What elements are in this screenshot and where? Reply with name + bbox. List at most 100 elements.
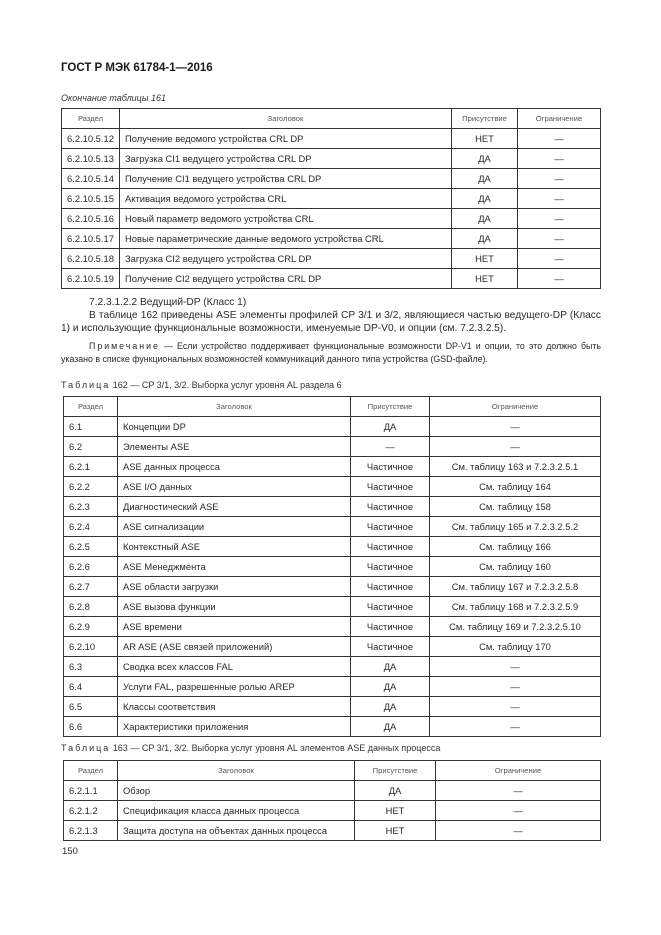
- section-cell: 6.2.9: [63, 616, 118, 637]
- section-cell: 6.2: [63, 436, 118, 457]
- restriction-cell: —: [435, 800, 601, 821]
- table-row: 6.2.7 ASE области загрузки Частичное См. та…: [63, 576, 601, 597]
- table-row: 6.2.6 ASE Менеджмента Частичное См. таблицу…: [63, 556, 601, 577]
- table-row: 6.2.10.5.18 Загрузка CI2 ведущего устройс…: [61, 248, 601, 269]
- section-cell: 6.2.10.5.16: [61, 208, 120, 229]
- restriction-cell: —: [517, 208, 601, 229]
- table-row: 6.2.10.5.19 Получение CI2 ведущего устрой…: [61, 268, 601, 289]
- header-row: Раздел Заголовок Присутствие Ограничение: [61, 108, 601, 129]
- title-cell: Диагностический ASE: [117, 496, 351, 517]
- column-header: Заголовок: [117, 760, 355, 781]
- restriction-cell: —: [429, 436, 601, 457]
- section-cell: 6.2.10.5.13: [61, 148, 120, 169]
- restriction-cell: —: [429, 416, 601, 437]
- title-cell: Загрузка CI1 ведущего устройства CRL DP: [119, 148, 452, 169]
- title-cell: Концепции DP: [117, 416, 351, 437]
- table-row: 6.3 Сводка всех классов FAL ДА —: [63, 656, 601, 677]
- section-cell: 6.2.10.5.19: [61, 268, 120, 289]
- table-row: 6.2.5 Контекстный ASE Частичное См. таблицу…: [63, 536, 601, 557]
- presence-cell: НЕТ: [451, 268, 518, 289]
- title-cell: Элементы ASE: [117, 436, 351, 457]
- presence-cell: ДА: [350, 716, 430, 737]
- table-row: 6.2.10.5.12 Получение ведомого устройства…: [61, 128, 601, 149]
- section-cell: 6.2.8: [63, 596, 118, 617]
- title-cell: Новые параметрические данные ведомого ус…: [119, 228, 452, 249]
- restriction-cell: См. таблицу 160: [429, 556, 601, 577]
- restriction-cell: —: [517, 248, 601, 269]
- caption-text: 163 — CP 3/1, 3/2. Выборка услуг уровня …: [110, 743, 441, 753]
- document-title: ГОСТ Р МЭК 61784-1—2016: [61, 62, 213, 74]
- caption-text: 162 — CP 3/1, 3/2. Выборка услуг уровня …: [110, 380, 342, 390]
- table-row: 6.2.1.1 Обзор ДА —: [63, 780, 601, 801]
- table-row: 6.6 Характеристики приложения ДА —: [63, 716, 601, 737]
- column-header: Присутствие: [350, 396, 430, 417]
- section-cell: 6.2.4: [63, 516, 118, 537]
- table-row: 6.2.4 ASE сигнализации Частичное См. таблиц…: [63, 516, 601, 537]
- table-row: 6.4 Услуги FAL, разрешенные ролью AREP ДА —: [63, 676, 601, 697]
- table-row: 6.2.2 ASE I/O данных Частичное См. таблицу …: [63, 476, 601, 497]
- title-cell: Получение ведомого устройства CRL DP: [119, 128, 452, 149]
- presence-cell: ДА: [350, 696, 430, 717]
- table-161-caption: Окончание таблицы 161: [61, 93, 166, 103]
- title-cell: Обзор: [117, 780, 355, 801]
- title-cell: Характеристики приложения: [117, 716, 351, 737]
- table-row: 6.2 Элементы ASE — —: [63, 436, 601, 457]
- page-number: 150: [62, 846, 78, 857]
- presence-cell: ДА: [451, 168, 518, 189]
- note: Примечание — Если устройство поддерживае…: [61, 340, 601, 366]
- section-cell: 6.2.10.5.15: [61, 188, 120, 209]
- presence-cell: ДА: [350, 656, 430, 677]
- title-cell: Новый параметр ведомого устройства CRL: [119, 208, 452, 229]
- restriction-cell: —: [429, 676, 601, 697]
- table-row: 6.1 Концепции DP ДА —: [63, 416, 601, 437]
- presence-cell: Частичное: [350, 616, 430, 637]
- note-text: — Если устройство поддерживает функциона…: [61, 341, 601, 364]
- restriction-cell: —: [517, 228, 601, 249]
- table-row: 6.2.10.5.16 Новый параметр ведомого устро…: [61, 208, 601, 229]
- section-paragraph: В таблице 162 приведены ASE элементы про…: [61, 310, 601, 334]
- restriction-cell: См. таблицу 163 и 7.2.3.2.5.1: [429, 456, 601, 477]
- header-row: Раздел Заголовок Присутствие Ограничение: [63, 760, 601, 781]
- column-header: Заголовок: [117, 396, 351, 417]
- column-header: Раздел: [63, 760, 118, 781]
- title-cell: Услуги FAL, разрешенные ролью AREP: [117, 676, 351, 697]
- presence-cell: НЕТ: [451, 248, 518, 269]
- table-row: 6.2.8 ASE вызова функции Частичное См. табл…: [63, 596, 601, 617]
- column-header: Раздел: [63, 396, 118, 417]
- note-label: Примечание: [89, 341, 160, 351]
- section-heading: 7.2.3.1.2.2 Ведущий-DP (Класс 1): [89, 297, 247, 308]
- column-header: Ограничение: [517, 108, 601, 129]
- title-cell: AR ASE (ASE связей приложений): [117, 636, 351, 657]
- restriction-cell: —: [429, 716, 601, 737]
- restriction-cell: —: [435, 780, 601, 801]
- presence-cell: Частичное: [350, 516, 430, 537]
- section-cell: 6.2.2: [63, 476, 118, 497]
- title-cell: ASE Менеджмента: [117, 556, 351, 577]
- title-cell: ASE I/O данных: [117, 476, 351, 497]
- title-cell: ASE времени: [117, 616, 351, 637]
- column-header: Присутствие: [451, 108, 518, 129]
- presence-cell: ДА: [354, 780, 436, 801]
- column-header: Ограничение: [429, 396, 601, 417]
- section-cell: 6.2.1.3: [63, 820, 118, 841]
- presence-cell: Частичное: [350, 636, 430, 657]
- title-cell: Загрузка CI2 ведущего устройства CRL DP: [119, 248, 452, 269]
- column-header: Ограничение: [435, 760, 601, 781]
- presence-cell: Частичное: [350, 496, 430, 517]
- table-row: 6.2.1 ASE данных процесса Частичное См. таб…: [63, 456, 601, 477]
- restriction-cell: См. таблицу 167 и 7.2.3.2.5.8: [429, 576, 601, 597]
- restriction-cell: —: [517, 148, 601, 169]
- caption-label: Таблица: [61, 743, 111, 753]
- table-163-caption: Таблица 163 — CP 3/1, 3/2. Выборка услуг…: [61, 743, 440, 753]
- presence-cell: Частичное: [350, 556, 430, 577]
- title-cell: Классы соответствия: [117, 696, 351, 717]
- restriction-cell: —: [517, 168, 601, 189]
- table-row: 6.2.10.5.14 Получение CI1 ведущего устрой…: [61, 168, 601, 189]
- table-162: Раздел Заголовок Присутствие Ограничение 6.1…: [63, 396, 601, 737]
- presence-cell: Частичное: [350, 536, 430, 557]
- section-cell: 6.4: [63, 676, 118, 697]
- section-cell: 6.2.10.5.18: [61, 248, 120, 269]
- title-cell: ASE вызова функции: [117, 596, 351, 617]
- section-cell: 6.2.1.1: [63, 780, 118, 801]
- title-cell: ASE области загрузки: [117, 576, 351, 597]
